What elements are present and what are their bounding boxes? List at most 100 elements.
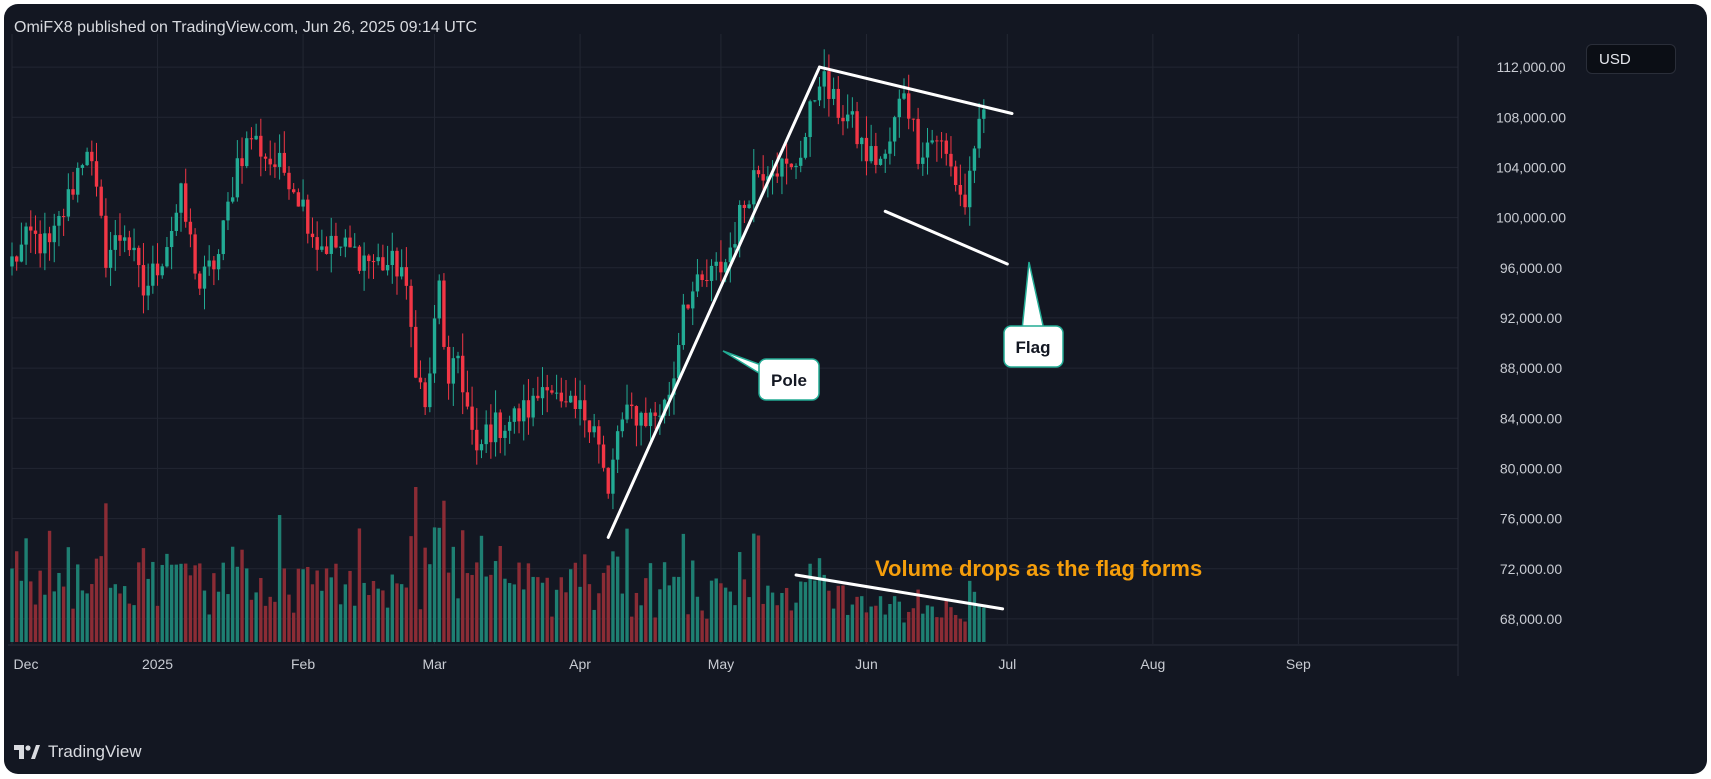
volume-bar bbox=[245, 568, 249, 642]
candle-down bbox=[446, 346, 451, 384]
volume-bar bbox=[944, 600, 948, 642]
candle-up bbox=[883, 153, 887, 159]
candle-down bbox=[287, 172, 291, 190]
candle-down bbox=[263, 156, 268, 159]
volume-bar bbox=[315, 570, 319, 642]
candle-up bbox=[390, 250, 394, 266]
candle-up bbox=[968, 170, 972, 208]
candle-down bbox=[418, 377, 423, 383]
volume-bar bbox=[709, 580, 714, 642]
candle-up bbox=[85, 151, 89, 166]
volume-bar bbox=[104, 503, 108, 642]
volume-bar bbox=[789, 610, 794, 642]
candle-up bbox=[831, 88, 836, 99]
candle-down bbox=[324, 246, 329, 254]
volume-bar bbox=[296, 568, 301, 642]
candle-up bbox=[780, 158, 784, 177]
candle-up bbox=[691, 291, 695, 309]
volume-bar bbox=[907, 611, 911, 642]
volume-bar bbox=[507, 583, 512, 642]
volume-bar bbox=[235, 566, 240, 642]
volume-bar bbox=[564, 592, 568, 642]
candle-down bbox=[404, 267, 409, 286]
volume-bar bbox=[198, 563, 202, 642]
volume-bar bbox=[33, 604, 38, 642]
volume-bar bbox=[916, 589, 920, 642]
candle-up bbox=[540, 387, 545, 399]
volume-bar bbox=[282, 568, 286, 642]
volume-bar bbox=[207, 614, 211, 642]
volume-bar bbox=[334, 563, 338, 642]
volume-bar bbox=[615, 556, 620, 642]
volume-bar bbox=[428, 564, 432, 642]
y-tick-label: 76,000.00 bbox=[1500, 511, 1562, 527]
currency-button[interactable]: USD bbox=[1586, 44, 1676, 74]
candle-down bbox=[414, 326, 418, 378]
y-tick-label: 72,000.00 bbox=[1500, 561, 1562, 577]
volume-bar bbox=[686, 614, 690, 642]
volume-bar bbox=[174, 564, 179, 642]
volume-bar bbox=[752, 533, 756, 642]
volume-bar bbox=[860, 596, 864, 642]
candle-down bbox=[836, 88, 840, 118]
volume-bar bbox=[263, 605, 268, 642]
x-tick-label: Jun bbox=[855, 656, 878, 672]
candle-up bbox=[399, 267, 404, 277]
candle-up bbox=[376, 257, 380, 262]
volume-bar bbox=[489, 574, 493, 642]
volume-bar bbox=[878, 596, 883, 642]
candle-up bbox=[338, 246, 343, 248]
candle-up bbox=[554, 392, 559, 394]
flag-callout-box bbox=[1003, 325, 1064, 368]
volume-bar bbox=[902, 622, 906, 642]
candle-up bbox=[80, 165, 85, 168]
candle-down bbox=[118, 235, 122, 241]
candle-up bbox=[235, 158, 240, 198]
candle-up bbox=[592, 426, 596, 433]
candle-down bbox=[949, 153, 953, 167]
candle-down bbox=[461, 355, 465, 393]
volume-bar bbox=[892, 596, 897, 642]
volume-bar bbox=[94, 558, 99, 642]
volume-bar bbox=[982, 607, 986, 642]
y-tick-label: 88,000.00 bbox=[1500, 360, 1562, 376]
candle-up bbox=[860, 137, 864, 145]
volume-bar bbox=[47, 530, 52, 642]
candle-up bbox=[146, 285, 150, 296]
volume-bar bbox=[357, 528, 362, 642]
candle-up bbox=[277, 152, 282, 167]
candle-down bbox=[597, 426, 601, 445]
volume-bar bbox=[29, 581, 33, 642]
volume-bar bbox=[676, 576, 681, 642]
volume-bar bbox=[512, 584, 517, 642]
candle-up bbox=[578, 400, 582, 409]
candle-down bbox=[939, 140, 944, 142]
volume-bar bbox=[794, 602, 798, 642]
candle-down bbox=[944, 140, 948, 154]
volume-bar bbox=[301, 569, 305, 642]
volume-bar bbox=[465, 573, 470, 642]
volume-bar bbox=[160, 564, 164, 642]
volume-bar bbox=[644, 578, 648, 642]
volume-bar bbox=[146, 578, 150, 642]
candle-down bbox=[953, 166, 958, 185]
candle-up bbox=[982, 109, 986, 119]
volume-bar bbox=[658, 589, 662, 642]
candle-up bbox=[676, 345, 681, 379]
volume-bar bbox=[108, 587, 113, 642]
y-tick-label: 108,000.00 bbox=[1496, 109, 1566, 125]
volume-bar bbox=[90, 584, 94, 642]
candle-up bbox=[738, 204, 742, 245]
tradingview-brand: TradingView bbox=[14, 738, 142, 766]
volume-bar bbox=[540, 582, 545, 642]
y-tick-label: 104,000.00 bbox=[1496, 159, 1566, 175]
volume-bar bbox=[371, 580, 376, 642]
volume-bar bbox=[259, 577, 263, 642]
candle-up bbox=[19, 244, 24, 262]
candle-up bbox=[850, 111, 855, 115]
candle-up bbox=[714, 261, 718, 266]
candle-up bbox=[428, 373, 432, 408]
volume-note: Volume drops as the flag forms bbox=[875, 556, 1202, 581]
candle-up bbox=[531, 395, 535, 418]
